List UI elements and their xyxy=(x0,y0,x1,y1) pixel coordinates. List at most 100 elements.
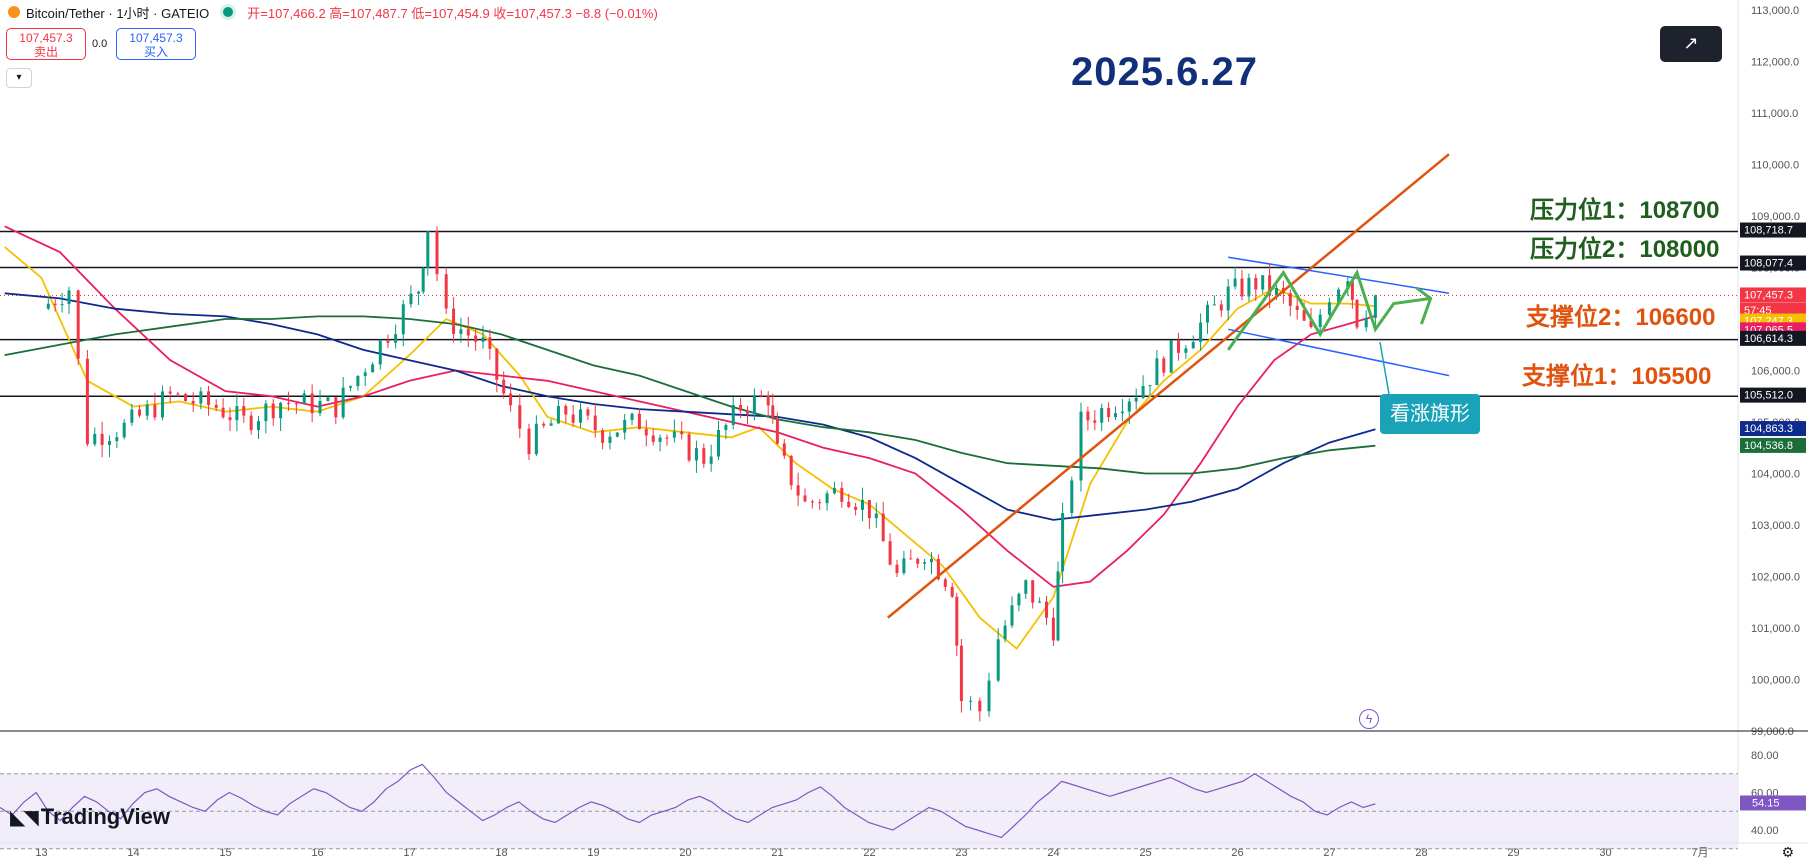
candle-body xyxy=(630,413,634,420)
y-tick-label: 106,000.0 xyxy=(1751,366,1800,378)
candle-body xyxy=(534,423,538,455)
candle-body xyxy=(1038,601,1042,603)
candle-body xyxy=(363,372,367,376)
candle-body xyxy=(637,413,641,430)
candle-body xyxy=(235,406,239,421)
candle-body xyxy=(1355,299,1359,328)
price-tag xyxy=(1740,287,1806,303)
chevron-down-icon[interactable]: ▾ xyxy=(6,68,32,88)
buy-price: 107,457.3 xyxy=(129,31,183,45)
sell-button[interactable]: 107,457.3 卖出 xyxy=(6,28,86,60)
candle-body xyxy=(881,513,885,542)
candle-body xyxy=(184,394,188,401)
candle-body xyxy=(1373,295,1377,318)
candle-body xyxy=(1177,340,1181,353)
candle-body xyxy=(1024,580,1028,594)
candle-body xyxy=(803,495,807,502)
candle-body xyxy=(601,430,605,443)
candle-body xyxy=(579,409,583,423)
candle-body xyxy=(168,391,172,394)
candle-body xyxy=(1191,341,1195,349)
candle-body xyxy=(796,485,800,496)
tradingview-mark-icon: ◣◥ xyxy=(10,806,39,829)
price-tag xyxy=(1740,222,1806,238)
candle-body xyxy=(1327,302,1331,315)
flag-arrow-head xyxy=(1415,286,1433,325)
candle-body xyxy=(1155,358,1159,386)
ascending-trendline xyxy=(887,153,1450,619)
y-tick-label: 102,000.0 xyxy=(1751,572,1800,584)
y-tick-label: 110,000.0 xyxy=(1751,160,1799,172)
candle-body xyxy=(176,393,180,395)
price-tag-label: 106,614.3 xyxy=(1744,333,1793,345)
candle-body xyxy=(474,335,478,342)
y-tick-label: 104,000.0 xyxy=(1751,469,1800,481)
candle-body xyxy=(1056,571,1060,641)
x-tick-label: 27 xyxy=(1323,847,1335,859)
candle-body xyxy=(1212,304,1216,306)
price-tag-label: 108,718.7 xyxy=(1744,225,1793,237)
buy-button[interactable]: 107,457.3 买入 xyxy=(116,28,196,60)
sell-price: 107,457.3 xyxy=(19,31,73,45)
candle-body xyxy=(840,487,844,502)
candle-body xyxy=(1337,289,1341,303)
candle-body xyxy=(161,391,165,418)
symbol-title[interactable]: Bitcoin/Tether · 1小时 · GATEIO xyxy=(26,5,210,21)
candle-body xyxy=(950,586,954,597)
candle-body xyxy=(731,404,735,425)
lightning-icon[interactable]: ϟ xyxy=(1359,709,1379,729)
candle-body xyxy=(766,395,770,406)
candle-body xyxy=(409,293,413,305)
candle-body xyxy=(1302,309,1306,321)
candle-body xyxy=(549,423,553,426)
chart-date-title: 2025.6.27 xyxy=(1071,50,1258,94)
candle-body xyxy=(943,579,947,587)
candle-body xyxy=(930,558,933,563)
price-tag-label: 105,512.0 xyxy=(1744,390,1793,402)
market-status-icon xyxy=(223,7,234,17)
candle-body xyxy=(115,437,119,442)
candle-body xyxy=(279,402,283,419)
spread-value: 0.0 xyxy=(92,38,108,50)
candle-body xyxy=(1288,293,1292,306)
candle-body xyxy=(717,429,721,457)
x-tick-label: 14 xyxy=(127,847,139,859)
candle-body xyxy=(1184,348,1188,353)
x-tick-label: 18 xyxy=(495,847,507,859)
x-tick-label: 29 xyxy=(1507,847,1519,859)
candle-body xyxy=(1254,277,1258,290)
candle-body xyxy=(623,419,627,433)
candle-body xyxy=(1031,580,1035,603)
candle-body xyxy=(93,433,97,445)
candle-body xyxy=(1086,411,1090,421)
price-tag-label: 108,077.4 xyxy=(1744,258,1793,270)
moving-average-red xyxy=(4,225,1376,588)
flag-upper-line xyxy=(1228,256,1450,294)
candle-body xyxy=(435,231,439,275)
candle-body xyxy=(775,418,779,444)
candle-body xyxy=(1114,413,1117,418)
candle-body xyxy=(571,414,575,423)
candle-body xyxy=(1268,275,1272,296)
price-tag xyxy=(1740,387,1806,403)
gear-icon[interactable]: ⚙ xyxy=(1781,844,1794,860)
candle-body xyxy=(1261,275,1265,290)
candle-body xyxy=(1134,397,1138,402)
candle-body xyxy=(1070,480,1074,514)
price-tag xyxy=(1740,437,1806,453)
flag-lower-line xyxy=(1228,328,1450,377)
candle-body xyxy=(909,558,913,560)
support-2-label: 支撑位2：106600 xyxy=(1526,304,1716,331)
x-tick-label: 30 xyxy=(1599,847,1611,859)
candle-body xyxy=(495,348,499,380)
x-tick-label: 28 xyxy=(1415,847,1427,859)
candle-body xyxy=(130,409,134,423)
candle-body xyxy=(318,400,322,414)
candle-body xyxy=(658,437,662,442)
trend-chart-icon[interactable]: ↗ xyxy=(1660,26,1722,62)
y-tick-label: 112,000.0 xyxy=(1751,57,1799,69)
y-tick-label: 100,000.0 xyxy=(1751,675,1800,687)
candle-body xyxy=(1127,401,1131,412)
